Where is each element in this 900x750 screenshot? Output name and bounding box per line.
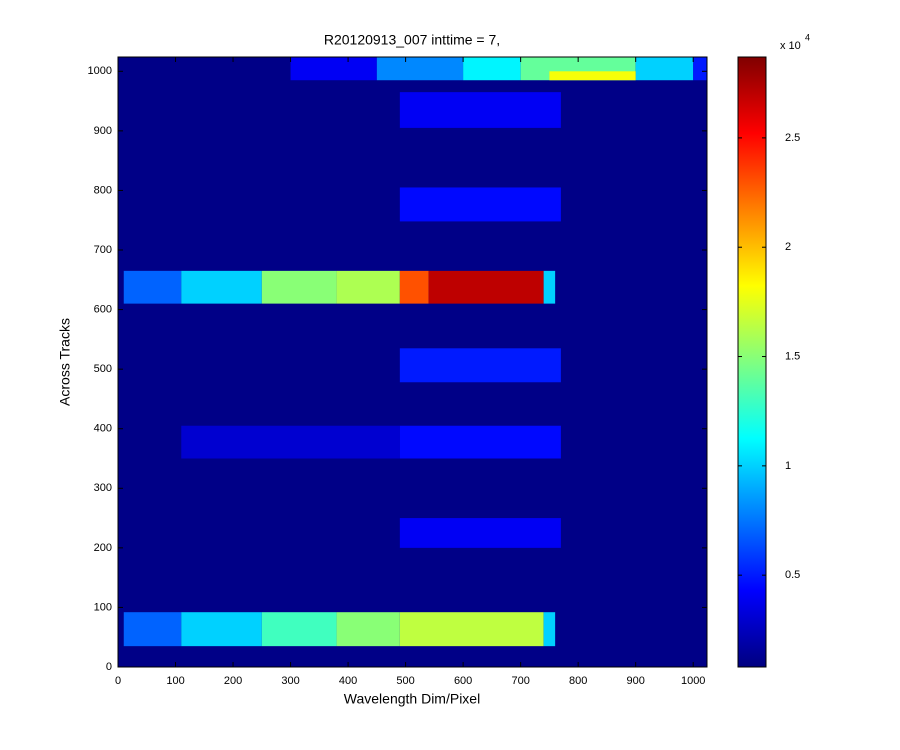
y-tick-label: 200: [94, 542, 112, 554]
heatmap-cell: [428, 270, 544, 304]
y-tick-label: 1000: [88, 65, 112, 77]
heatmap-cell: [635, 57, 694, 81]
y-tick-label: 400: [94, 423, 112, 435]
colorbar-tick-label: 1.5: [785, 350, 800, 362]
heatmap-cell: [123, 270, 182, 304]
heatmap-cell: [399, 425, 561, 459]
heatmap-cell: [181, 612, 262, 647]
x-tick-label: 500: [396, 675, 414, 687]
colorbar-scale-exponent: 4: [805, 32, 810, 42]
heatmap-cell: [549, 71, 636, 81]
colorbar-tick-label: 2.5: [785, 132, 800, 144]
x-tick-label: 200: [224, 675, 242, 687]
heatmap-cell: [399, 187, 561, 222]
x-tick-label: 100: [166, 675, 184, 687]
x-tick-label: 700: [511, 675, 529, 687]
x-tick-label: 1000: [681, 675, 705, 687]
heatmap-cell: [181, 425, 400, 459]
heatmap-cell: [336, 270, 400, 304]
chart-title: R20120913_007 inttime = 7,: [324, 32, 500, 48]
y-tick-label: 500: [94, 363, 112, 375]
heatmap-cell: [181, 270, 262, 304]
heatmap-cell: [399, 348, 561, 383]
heatmap-cell: [463, 57, 521, 81]
heatmap-cell: [693, 57, 707, 81]
x-tick-label: 0: [115, 675, 121, 687]
x-tick-label: 900: [626, 675, 644, 687]
y-tick-label: 0: [106, 661, 112, 673]
x-tick-label: 300: [281, 675, 299, 687]
heatmap-cell: [261, 612, 337, 647]
heatmap-cell: [376, 57, 464, 81]
heatmap-cell: [123, 612, 182, 647]
colorbar-tick-label: 1: [785, 460, 791, 472]
x-tick-label: 400: [339, 675, 357, 687]
colorbar-scale-base: x 10: [780, 40, 801, 52]
y-tick-label: 300: [94, 482, 112, 494]
heatmap-cell: [543, 270, 556, 304]
heatmap-cell: [399, 270, 429, 304]
y-tick-label: 100: [94, 601, 112, 613]
colorbar: [737, 56, 767, 668]
y-tick-label: 900: [94, 125, 112, 137]
heatmap-cell: [261, 270, 337, 304]
heatmap-cell: [290, 57, 377, 81]
heatmap-cell: [399, 518, 561, 548]
heatmap-cell: [399, 92, 561, 128]
x-tick-label: 800: [569, 675, 587, 687]
heatmap-cell: [543, 612, 556, 647]
x-tick-label: 600: [454, 675, 472, 687]
heatmap-cell: [336, 612, 400, 647]
heatmap-cell: [399, 612, 544, 647]
x-axis-label: Wavelength Dim/Pixel: [344, 691, 480, 707]
colorbar-tick-label: 0.5: [785, 569, 800, 581]
plot-frame: [117, 56, 708, 668]
y-axis-label: Across Tracks: [57, 318, 73, 406]
y-tick-label: 800: [94, 184, 112, 196]
y-tick-label: 600: [94, 303, 112, 315]
y-tick-label: 700: [94, 244, 112, 256]
colorbar-tick-label: 2: [785, 241, 791, 253]
